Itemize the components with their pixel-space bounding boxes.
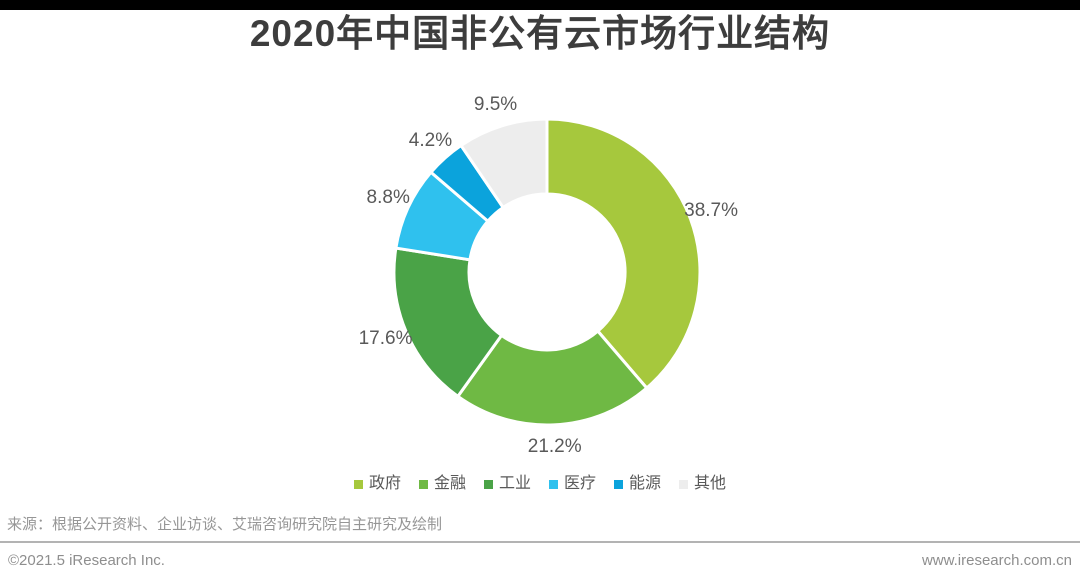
legend-marker-icon — [549, 479, 558, 489]
source-note: 来源：根据公开资料、企业访谈、艾瑞咨询研究院自主研究及绘制 — [7, 516, 443, 533]
legend-marker-icon — [353, 479, 363, 489]
slice-label-其他: 9.5% — [473, 93, 518, 115]
chart-title: 2020年中国非公有云市场行业结构 — [249, 13, 831, 54]
legend-label: 政府 — [368, 475, 401, 492]
legend-marker-icon — [418, 479, 428, 489]
footer-website: www.iresearch.com.cn — [921, 552, 1072, 569]
footer-divider — [0, 541, 1080, 543]
footer-copyright: ©2021.5 iResearch Inc. — [8, 552, 165, 569]
legend-item-金融: 金融 — [418, 474, 466, 494]
legend-item-其他: 其他 — [679, 474, 726, 494]
donut-slice-其他 — [459, 117, 549, 209]
legend-marker-icon — [614, 479, 624, 489]
legend-label: 其他 — [694, 475, 727, 492]
legend-marker-icon — [679, 479, 689, 489]
donut-slice-金融 — [456, 329, 649, 427]
legend-item-政府: 政府 — [353, 474, 401, 494]
legend-item-能源: 能源 — [614, 474, 661, 494]
chart-legend: 政府 金融 工业 医疗 能源 其他 — [0, 474, 1080, 494]
slice-label-工业: 17.6% — [358, 328, 413, 350]
legend-marker-icon — [483, 479, 493, 489]
slice-label-医疗: 8.8% — [366, 187, 410, 209]
legend-item-工业: 工业 — [483, 474, 531, 494]
top-bar — [0, 0, 1080, 10]
slice-label-政府: 38.7% — [684, 200, 739, 222]
donut-slice-政府 — [545, 117, 702, 390]
legend-label: 能源 — [629, 475, 662, 492]
legend-item-医疗: 医疗 — [549, 474, 596, 494]
donut-slice-工业 — [392, 246, 504, 398]
slice-label-能源: 4.2% — [408, 130, 453, 152]
legend-label: 金融 — [433, 475, 466, 492]
donut-chart — [392, 117, 702, 427]
legend-label: 医疗 — [564, 475, 597, 492]
legend-label: 工业 — [498, 475, 531, 492]
slice-label-金融: 21.2% — [527, 435, 582, 457]
